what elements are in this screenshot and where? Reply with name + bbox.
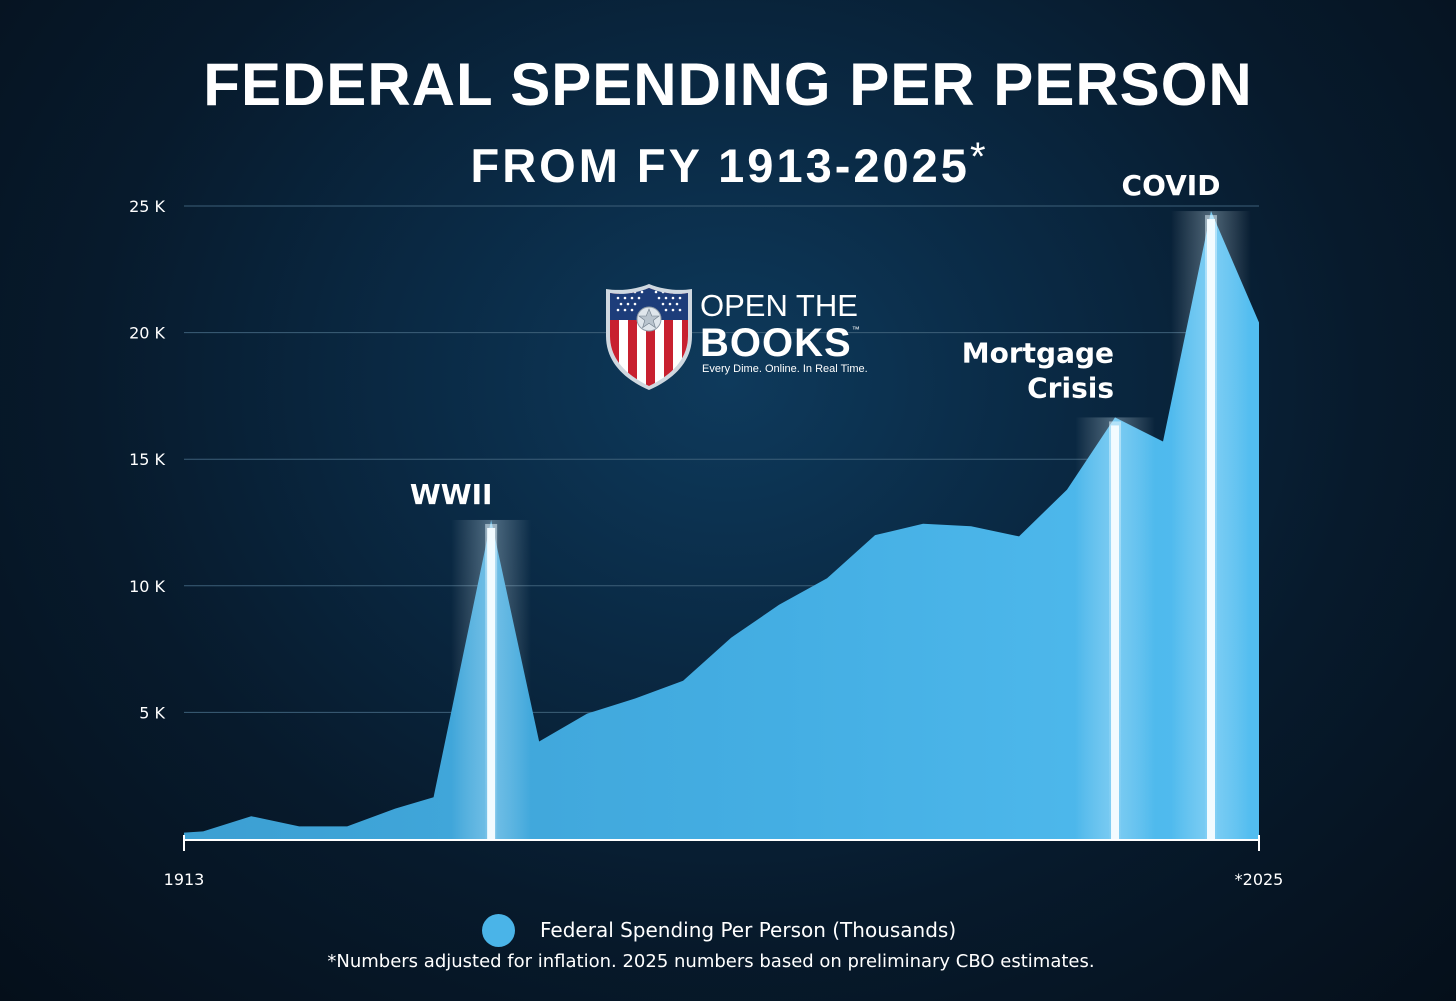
- axes: 1913 *2025: [164, 835, 1284, 889]
- subtitle-asterisk: *: [969, 135, 986, 179]
- marker-bar: [1111, 425, 1120, 839]
- annotation-label: Mortgage: [962, 336, 1114, 369]
- logo-tagline: Every Dime. Online. In Real Time.: [702, 363, 868, 375]
- chart-subtitle-text: FROM FY 1913-2025: [470, 139, 970, 192]
- chart-title: FEDERAL SPENDING PER PERSON: [203, 51, 1253, 118]
- area-series: [184, 211, 1259, 840]
- y-tick-label: 25 K: [129, 197, 165, 216]
- chart-legend: Federal Spending Per Person (Thousands): [482, 913, 956, 947]
- legend-label: Federal Spending Per Person (Thousands): [540, 918, 957, 942]
- legend-swatch: [482, 913, 515, 947]
- annotation-label: Crisis: [1027, 371, 1114, 404]
- shield-icon: [606, 284, 692, 390]
- footnote: *Numbers adjusted for inflation. 2025 nu…: [327, 951, 1095, 972]
- logo-line-open-the: OPEN THE: [700, 288, 858, 323]
- annotation-label: WWII: [410, 478, 493, 511]
- y-tick-label: 20 K: [129, 324, 165, 343]
- open-the-books-logo: OPEN THE BOOKS™ Every Dime. Online. In R…: [606, 284, 868, 394]
- marker-bar: [1207, 219, 1216, 840]
- marker-bar: [487, 527, 496, 839]
- y-tick-label: 15 K: [129, 450, 165, 469]
- logo-books-text: BOOKS: [700, 321, 852, 365]
- chart-subtitle: FROM FY 1913-2025*: [0, 135, 1456, 193]
- x-tick-label: *2025: [1235, 870, 1284, 889]
- logo-line-books: BOOKS™: [700, 321, 860, 366]
- y-tick-label: 10 K: [129, 577, 165, 596]
- y-tick-label: 5 K: [139, 703, 165, 722]
- annotation-markers: [451, 211, 1252, 840]
- area-fill: [184, 211, 1259, 840]
- annotation-label: COVID: [1122, 169, 1221, 202]
- trademark-mark: ™: [851, 325, 860, 334]
- x-tick-label: 1913: [164, 870, 205, 889]
